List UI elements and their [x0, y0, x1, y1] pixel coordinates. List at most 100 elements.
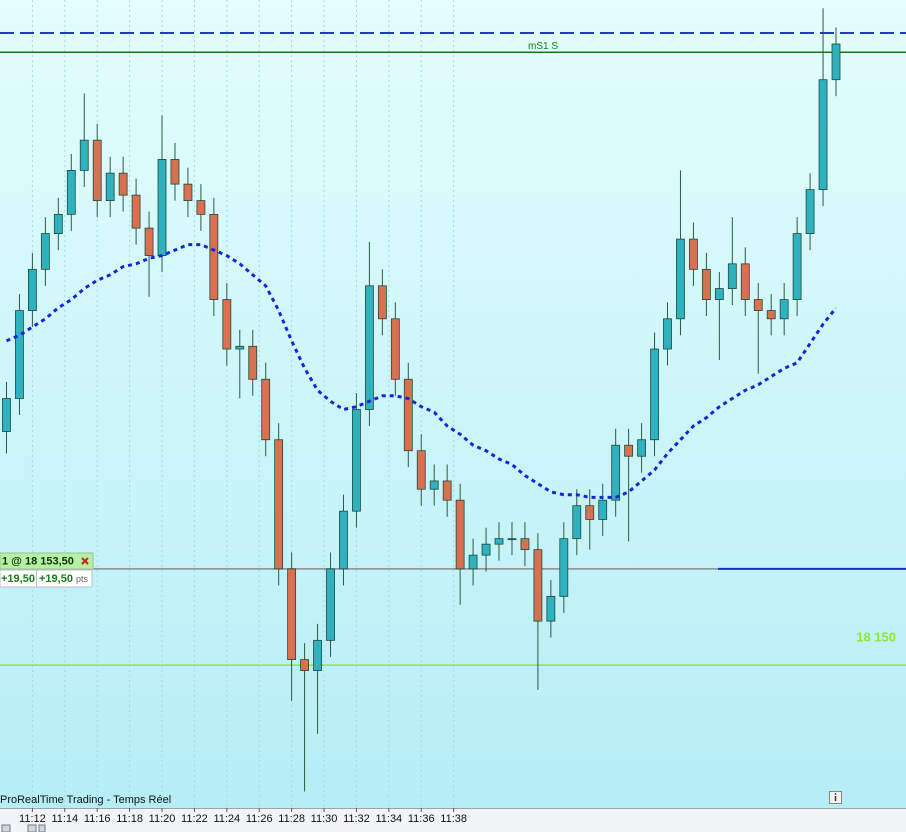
candle-body — [598, 499, 608, 520]
position-label: 1 @ 18 153,50 — [2, 555, 74, 567]
position-gain-box — [0, 569, 93, 588]
candle-body — [740, 263, 750, 300]
level-label: 18 150 — [856, 630, 896, 645]
x-tick-label: 11:34 — [375, 813, 402, 825]
candle-body — [390, 318, 400, 380]
candle-body — [663, 318, 672, 350]
footer: ProRealTime Trading - Temps Réel — [0, 794, 171, 806]
candle-body — [28, 268, 37, 311]
candle-body — [546, 595, 556, 622]
candle-body — [248, 345, 258, 380]
candle-body — [611, 444, 621, 501]
candle-body — [533, 549, 543, 622]
candle-body — [559, 538, 569, 597]
candle-body — [2, 398, 11, 432]
x-tick-label: 11:26 — [246, 813, 273, 825]
candle-body — [157, 159, 167, 256]
position-unit: pts — [76, 574, 89, 584]
bottom-icons — [1, 824, 46, 832]
x-tick-label: 11:16 — [84, 813, 111, 825]
candle-body — [287, 568, 297, 660]
candle-body — [326, 568, 335, 641]
x-tick-label: 11:38 — [440, 813, 467, 825]
moving-average-line — [5, 243, 838, 499]
candle-body — [92, 139, 102, 202]
x-tick-label: 11:36 — [408, 813, 435, 825]
candle-body — [196, 200, 206, 215]
candle-body — [144, 227, 154, 256]
candle-body — [274, 439, 284, 570]
candle-body — [585, 505, 595, 520]
candle-body — [650, 348, 659, 441]
x-tick-label: 11:18 — [116, 813, 143, 825]
candle-body — [624, 444, 634, 457]
candle-body — [689, 238, 698, 270]
candle-body — [714, 288, 724, 300]
candle-body — [727, 263, 737, 289]
candle-body — [377, 285, 387, 320]
candle-body — [701, 268, 711, 300]
candle-body — [831, 43, 841, 81]
x-tick-label: 11:30 — [311, 813, 338, 825]
moving-average — [5, 243, 838, 499]
candle-body — [222, 299, 232, 350]
candle-body — [364, 285, 374, 410]
candle-body — [403, 378, 413, 452]
candle-body — [105, 172, 115, 202]
close-position-button[interactable] — [81, 557, 89, 565]
candle-body — [183, 183, 193, 202]
position-gain-points: +19,50 — [39, 573, 73, 585]
candle-body — [792, 233, 802, 300]
candle-body — [235, 345, 245, 350]
x-axis: 11:12 11:14 11:16 11:18 11:20 11:22 11:24 11:26… — [19, 808, 467, 825]
x-tick-label: 11:24 — [213, 813, 240, 825]
candle-body — [494, 538, 504, 545]
candle-body — [442, 480, 452, 501]
candle-body — [429, 480, 439, 490]
candle-body — [507, 538, 517, 541]
candle-body — [805, 189, 815, 235]
candle-body — [300, 659, 309, 671]
candle-body — [79, 139, 89, 171]
position-header — [0, 552, 94, 570]
candle-body — [339, 510, 348, 570]
x-tick-label: 11:22 — [181, 813, 208, 825]
x-tick-label: 11:28 — [278, 813, 305, 825]
candle-body — [766, 310, 776, 320]
candle-body — [468, 554, 478, 570]
candle-body — [53, 213, 63, 235]
candle-body — [40, 233, 50, 270]
candle-body — [352, 409, 361, 512]
level-label: mS1 S — [528, 41, 558, 52]
candle-body — [572, 505, 582, 540]
candle-body — [313, 639, 322, 671]
candle-body — [261, 378, 271, 441]
time-axis — [0, 808, 906, 832]
candle-body — [118, 172, 128, 196]
candle-body — [15, 310, 24, 399]
x-tick-label: 11:32 — [343, 813, 370, 825]
candles — [2, 8, 841, 792]
candle-body — [170, 159, 180, 185]
levels: mS1 S 18 150 — [0, 31, 906, 666]
candle-body — [455, 499, 465, 570]
candle-body — [753, 299, 763, 311]
candle-body — [520, 538, 530, 551]
candle-body — [131, 194, 141, 229]
candle-body — [637, 439, 646, 457]
x-tick-label: 11:14 — [51, 813, 78, 825]
candle-body — [481, 543, 491, 556]
candle-body — [416, 450, 426, 490]
candle-body — [779, 299, 789, 320]
candle-body — [676, 238, 685, 320]
info-icon — [829, 791, 842, 804]
plot-background — [0, 0, 906, 808]
position-gain: +19,50 — [1, 573, 35, 585]
candle-body — [818, 79, 828, 191]
candle-body — [209, 213, 219, 300]
x-tick-label: 11:20 — [149, 813, 176, 825]
position-box: 1 @ 18 153,50 +19,50 +19,50 pts — [0, 552, 94, 588]
x-tick-label: 11:12 — [19, 813, 46, 825]
